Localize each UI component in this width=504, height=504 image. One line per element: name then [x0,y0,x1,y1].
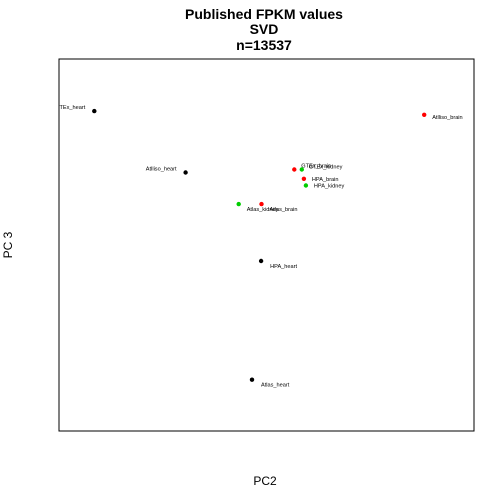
data-point-label: Atlas_brain [270,207,298,213]
data-point-label: Atlliso_heart [146,167,177,173]
data-point [249,377,255,382]
data-point-label: GTEx_kidney [309,165,343,171]
data-point-label: HPA_heart [270,264,297,270]
data-point-label: Atlas_heart [261,383,290,389]
data-point [92,108,97,114]
data-point [303,183,309,188]
data-point [183,170,188,175]
data-point [236,201,241,207]
data-point [292,167,297,172]
y-axis-label: PC 3 [1,231,15,258]
data-point [422,112,427,118]
data-points-layer: TEx_heart Atlliso_brain Atlliso_heart GTEx_… [59,105,462,389]
data-point [258,258,264,264]
data-point [299,167,304,172]
x-axis-label: PC2 [253,474,277,488]
data-point-label: Atlliso_brain [432,115,462,121]
chart-title-line-1: Published FPKM values [185,6,343,22]
data-point-label: HPA_brain [312,177,339,183]
chart-title-line-2: SVD [250,21,279,37]
data-point-label: Atlas_kidney [247,207,279,213]
data-point [301,176,307,181]
data-point [259,201,264,207]
data-point-label: GTEx_brain [301,164,331,170]
data-point-label: HPA_kidney [314,184,345,190]
chart-title-line-3: n=13537 [236,37,292,53]
plot-area-frame [58,58,475,432]
data-point-label: TEx_heart [59,105,85,111]
